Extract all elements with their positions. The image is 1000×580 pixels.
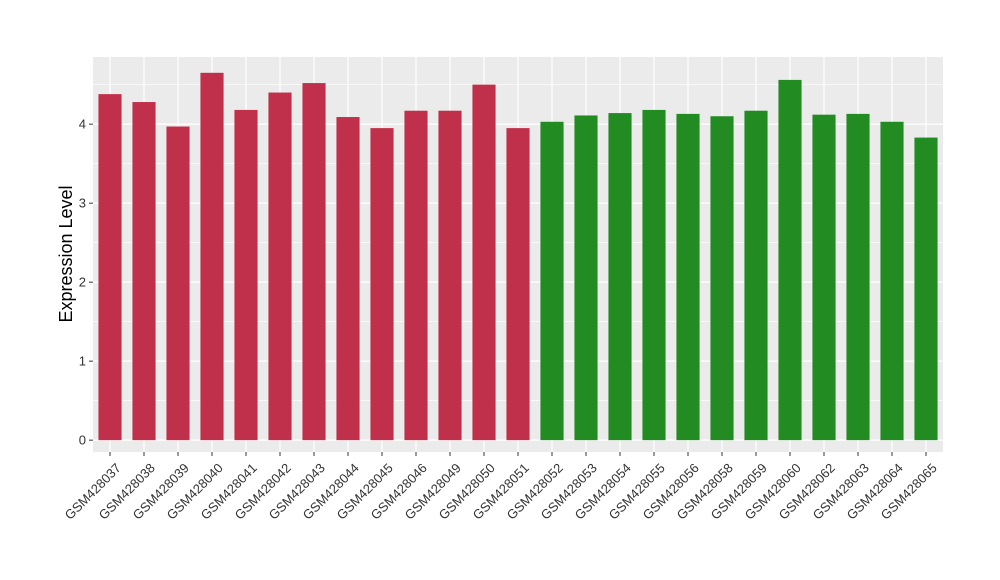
y-tick-label: 0 — [79, 433, 86, 448]
bar-GSM428055 — [642, 109, 666, 441]
bar-GSM428042 — [268, 92, 292, 441]
x-axis-ticks: GSM428037GSM428038GSM428039GSM428040GSM4… — [62, 452, 940, 523]
bar-GSM428039 — [166, 126, 190, 441]
bar-GSM428056 — [676, 113, 700, 441]
y-tick-label: 3 — [79, 196, 86, 211]
bar-GSM428043 — [302, 83, 326, 441]
bar-GSM428054 — [608, 113, 632, 441]
bar-GSM428040 — [200, 72, 224, 441]
bar-GSM428050 — [472, 84, 496, 441]
bar-GSM428058 — [710, 116, 734, 441]
bar-GSM428062 — [812, 114, 836, 441]
bar-GSM428059 — [744, 110, 768, 441]
y-axis-title: Expression Level — [56, 185, 76, 322]
bar-GSM428046 — [404, 110, 428, 441]
bar-GSM428051 — [506, 128, 530, 441]
y-tick-label: 4 — [79, 117, 86, 132]
y-tick-label: 2 — [79, 275, 86, 290]
bar-GSM428065 — [914, 137, 938, 441]
bar-GSM428052 — [540, 121, 564, 441]
bar-GSM428063 — [846, 113, 870, 441]
bar-GSM428060 — [778, 79, 802, 441]
y-tick-label: 1 — [79, 354, 86, 369]
bar-GSM428038 — [132, 102, 156, 441]
bar-GSM428049 — [438, 110, 462, 441]
bar-GSM428044 — [336, 117, 360, 441]
bar-GSM428053 — [574, 115, 598, 441]
bars — [98, 72, 938, 441]
bar-GSM428045 — [370, 128, 394, 441]
y-axis-ticks: 0 1 2 3 4 — [79, 117, 93, 448]
bar-GSM428064 — [880, 121, 904, 441]
bar-GSM428037 — [98, 94, 122, 441]
bar-GSM428041 — [234, 109, 258, 441]
